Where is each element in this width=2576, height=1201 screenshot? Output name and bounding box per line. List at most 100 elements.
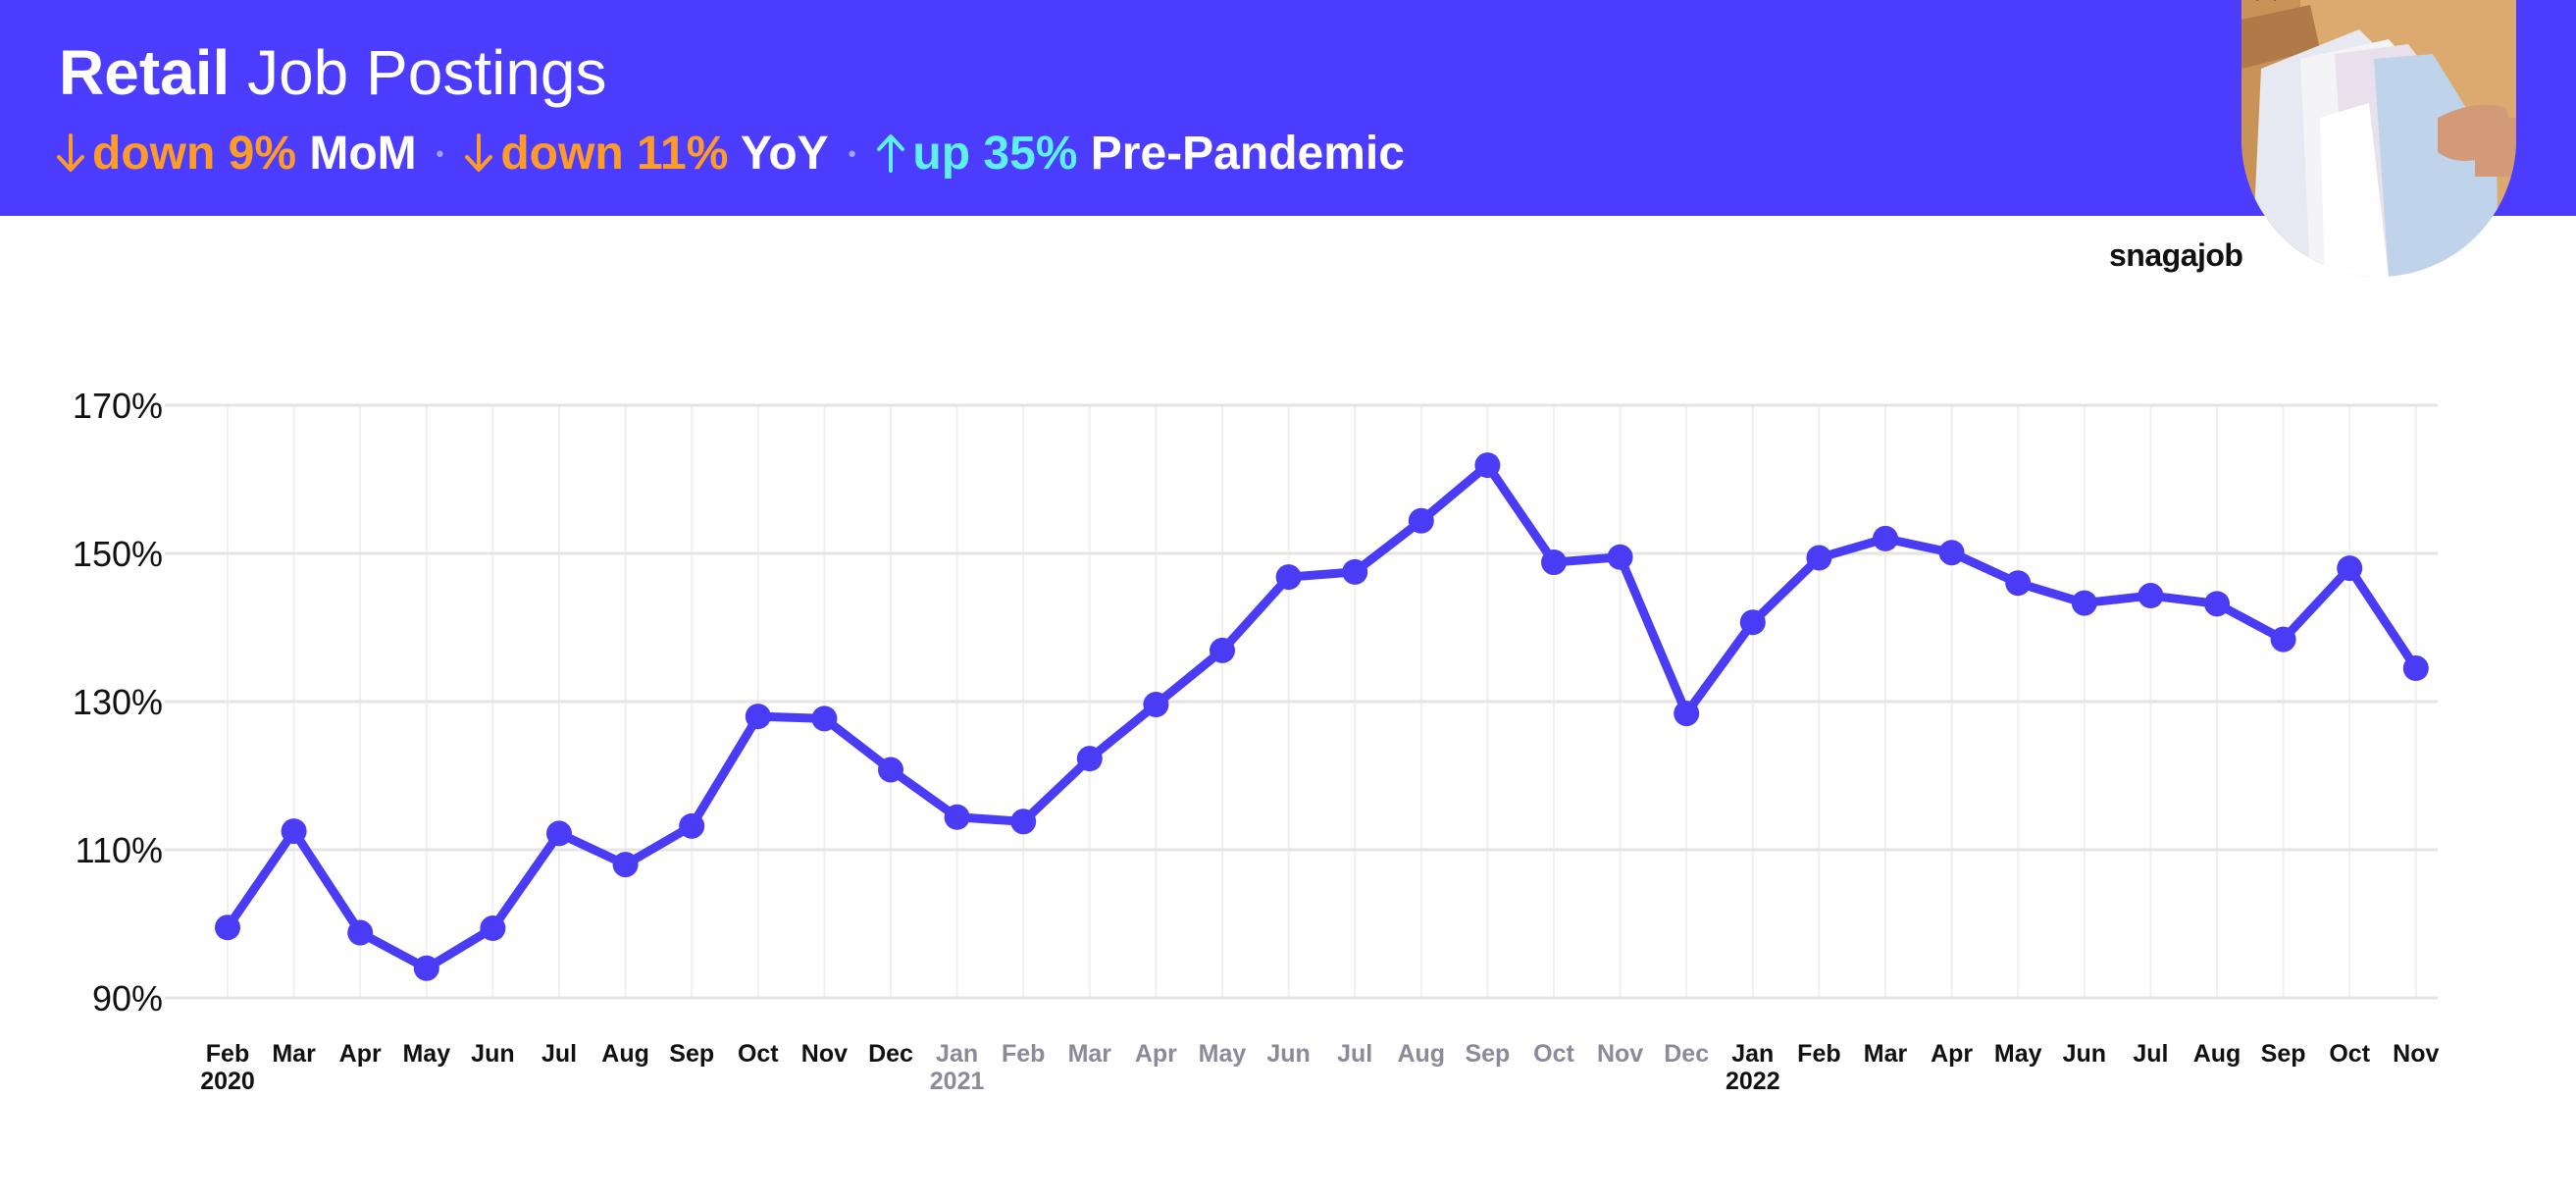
- x-tick-label: Feb: [1002, 1040, 1045, 1068]
- title-bold: Retail: [59, 37, 231, 108]
- data-point: [2204, 591, 2230, 617]
- x-year-label: 2020: [200, 1068, 255, 1095]
- x-tick-label: Mar: [272, 1040, 316, 1068]
- data-point: [1408, 507, 1434, 534]
- data-point: [878, 757, 903, 783]
- separator-dot: •: [848, 141, 856, 166]
- data-point: [1806, 545, 1832, 571]
- x-tick-label: Dec: [1664, 1040, 1709, 1068]
- x-tick-label: Oct: [1533, 1040, 1574, 1068]
- x-tick-label: Feb: [206, 1040, 249, 1068]
- brand-logo: snagajob: [2109, 237, 2243, 273]
- data-point: [2402, 655, 2429, 682]
- stat-prepandemic-value: up 35%: [912, 128, 1078, 180]
- x-tick-label: Apr: [1931, 1040, 1973, 1068]
- x-tick-label: Nov: [1597, 1040, 1643, 1068]
- x-tick-label: May: [1994, 1040, 2042, 1068]
- data-point: [1275, 564, 1302, 591]
- data-point: [2138, 583, 2164, 609]
- data-point: [745, 704, 771, 730]
- x-tick-label: Jun: [471, 1040, 514, 1068]
- data-point: [679, 812, 705, 839]
- x-tick-label: Jul: [541, 1040, 577, 1068]
- stat-mom-label: MoM: [309, 128, 417, 180]
- x-tick-label: May: [402, 1040, 450, 1068]
- x-tick-label: Dec: [868, 1040, 913, 1068]
- x-tick-label: Jan: [1731, 1040, 1774, 1068]
- x-tick-label: Jun: [2063, 1040, 2106, 1068]
- shirts-on-hangers-image: [2241, 0, 2516, 277]
- y-tick-label: 130%: [73, 682, 163, 722]
- page-title: Retail Job Postings: [59, 33, 607, 112]
- clothing-rack-photo: [2241, 0, 2516, 277]
- x-tick-label: Jul: [1337, 1040, 1372, 1068]
- data-point: [1739, 609, 1766, 636]
- x-tick-label: Nov: [2393, 1040, 2439, 1068]
- data-point: [1541, 549, 1567, 576]
- data-point: [281, 818, 307, 845]
- x-tick-label: May: [1199, 1040, 1247, 1068]
- x-tick-label: Apr: [339, 1040, 382, 1068]
- x-tick-label: Oct: [738, 1040, 779, 1068]
- data-point: [1474, 452, 1501, 479]
- title-rest: Job Postings: [247, 37, 607, 108]
- stat-mom-value: down 9%: [92, 128, 297, 180]
- data-point: [811, 705, 838, 732]
- data-point: [2270, 626, 2296, 653]
- data-point: [1010, 809, 1037, 835]
- x-tick-label: Oct: [2329, 1040, 2370, 1068]
- x-year-label: 2021: [930, 1068, 985, 1095]
- x-tick-label: Jun: [1266, 1040, 1310, 1068]
- x-tick-label: Sep: [2261, 1040, 2306, 1068]
- data-point: [1607, 544, 1633, 570]
- data-point: [480, 915, 506, 942]
- arrow-up-icon: [877, 134, 905, 173]
- y-tick-label: 90%: [92, 978, 163, 1018]
- x-tick-label: Feb: [1797, 1040, 1840, 1068]
- x-tick-label: Sep: [669, 1040, 714, 1068]
- x-tick-label: Aug: [1397, 1040, 1445, 1068]
- stat-yoy-label: YoY: [740, 128, 829, 180]
- arrow-down-icon: [57, 133, 84, 172]
- x-tick-label: Aug: [601, 1040, 649, 1068]
- x-tick-label: Nov: [801, 1040, 848, 1068]
- series-layer: [215, 452, 2429, 981]
- header-band: [0, 0, 2576, 216]
- data-point: [612, 852, 639, 878]
- y-tick-label: 150%: [73, 534, 163, 574]
- data-point: [2071, 590, 2097, 616]
- y-tick-label: 110%: [76, 830, 163, 870]
- data-point: [2337, 555, 2363, 582]
- data-point: [215, 914, 240, 941]
- x-tick-label: Apr: [1135, 1040, 1177, 1068]
- x-tick-label: Jul: [2133, 1040, 2168, 1068]
- data-point: [1143, 692, 1169, 718]
- stat-yoy-value: down 11%: [500, 128, 729, 180]
- separator-dot: •: [436, 141, 444, 166]
- x-tick-label: Sep: [1465, 1040, 1510, 1068]
- y-axis-labels: 90% 110% 130% 150% 170%: [73, 386, 163, 1018]
- y-tick-label: 170%: [73, 386, 163, 426]
- x-tick-label: Jan: [936, 1040, 978, 1068]
- data-point: [413, 955, 439, 981]
- data-point: [944, 804, 970, 830]
- data-point: [1342, 558, 1368, 585]
- data-point: [2005, 570, 2032, 597]
- x-tick-label: Mar: [1068, 1040, 1112, 1068]
- data-point: [1076, 746, 1103, 772]
- data-point: [1674, 701, 1700, 727]
- x-tick-label: Mar: [1864, 1040, 1908, 1068]
- data-point: [1210, 637, 1235, 663]
- data-point: [1873, 525, 1898, 551]
- stat-mom: down 9% MoM: [55, 120, 417, 188]
- data-point: [347, 919, 374, 946]
- series-line: [223, 460, 2421, 973]
- x-tick-label: Aug: [2193, 1040, 2241, 1068]
- stat-prepandemic: up 35% Pre-Pandemic: [875, 120, 1405, 188]
- stats-bar: down 9% MoM • down 11% YoY • up 35% Pre-…: [55, 120, 1405, 188]
- data-point: [1938, 540, 1965, 566]
- stat-yoy: down 11% YoY: [463, 120, 829, 188]
- data-point: [546, 820, 572, 847]
